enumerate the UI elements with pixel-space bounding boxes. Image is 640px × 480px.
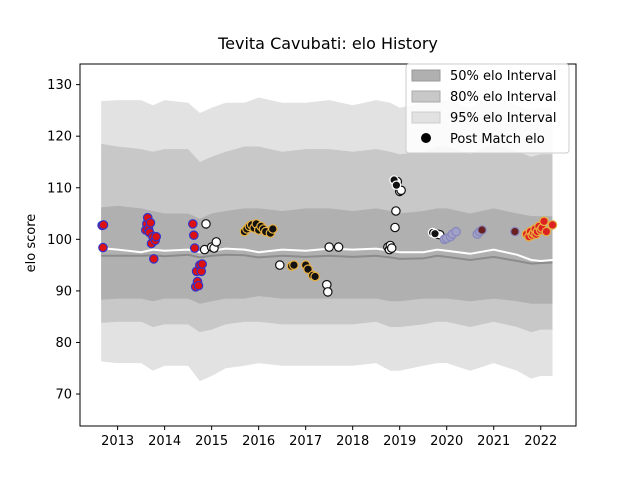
- y-axis: 70 80 90 100 110 120 130: [47, 78, 80, 403]
- post-match-point: [324, 242, 334, 252]
- post-match-point: [151, 231, 161, 242]
- legend-swatch-95: [411, 111, 441, 124]
- post-match-point: [201, 219, 211, 229]
- x-tick-label: 2016: [242, 434, 275, 449]
- x-tick-label: 2019: [383, 434, 416, 449]
- post-match-point: [189, 243, 200, 253]
- post-match-point: [333, 242, 344, 252]
- x-tick-label: 2021: [477, 434, 510, 449]
- post-match-point: [390, 222, 400, 233]
- post-match-point: [303, 264, 313, 274]
- post-match-point: [98, 220, 109, 230]
- plot-frame: [79, 63, 577, 427]
- post-match-point: [145, 218, 156, 228]
- post-match-point: [98, 242, 108, 253]
- x-axis: 2013 2014 2015 2016 2017 2018 2019 2020 2021 2022: [101, 426, 557, 449]
- y-axis-label: elo score: [24, 214, 39, 273]
- y-tick-label: 120: [47, 130, 72, 145]
- post-match-point: [386, 243, 397, 253]
- post-match-point: [188, 219, 198, 229]
- post-match-point: [267, 224, 278, 234]
- post-match-point: [193, 280, 204, 291]
- post-match-point: [149, 254, 159, 264]
- y-tick-label: 70: [55, 388, 72, 403]
- x-tick-label: 2015: [195, 434, 228, 449]
- post-match-point: [539, 216, 549, 227]
- x-tick-label: 2013: [101, 434, 134, 449]
- post-match-point: [322, 287, 333, 297]
- y-tick-label: 110: [47, 181, 72, 196]
- post-match-points: [97, 175, 558, 297]
- x-tick-label: 2022: [524, 434, 557, 449]
- mean-line: [101, 253, 553, 265]
- post-match-point: [430, 228, 440, 239]
- post-match-point: [547, 220, 558, 230]
- post-match-point: [510, 226, 520, 237]
- legend-label-95: 95% elo Interval: [450, 111, 557, 126]
- post-match-point: [391, 180, 402, 190]
- post-match-point: [274, 260, 285, 270]
- y-tick-label: 130: [47, 78, 72, 93]
- x-tick-label: 2017: [289, 434, 322, 449]
- post-match-point: [541, 226, 552, 237]
- y-tick-label: 80: [55, 336, 72, 351]
- legend-swatch-50: [411, 69, 441, 82]
- x-tick-label: 2018: [336, 434, 369, 449]
- post-match-point: [197, 259, 207, 269]
- y-tick-label: 90: [55, 284, 72, 299]
- post-match-point: [289, 260, 299, 270]
- interval-bands: [101, 94, 553, 382]
- chart-title: Tevita Cavubati: elo History: [217, 34, 438, 53]
- legend-swatch-80: [411, 90, 441, 103]
- post-match-point: [451, 226, 461, 237]
- post-match-point: [211, 237, 222, 247]
- legend-marker-post-match: [421, 133, 431, 143]
- post-match-point: [391, 206, 401, 216]
- y-tick-label: 100: [47, 233, 72, 248]
- post-match-point: [310, 271, 320, 282]
- legend: 50% elo Interval 80% elo Interval 95% el…: [405, 63, 570, 154]
- x-tick-label: 2020: [430, 434, 463, 449]
- legend-label-80: 80% elo Interval: [450, 90, 557, 105]
- legend-frame: [405, 63, 570, 154]
- post-match-point: [189, 230, 199, 240]
- x-tick-label: 2014: [148, 434, 181, 449]
- legend-label-50: 50% elo Interval: [450, 69, 557, 84]
- post-match-point: [477, 225, 487, 235]
- legend-label-post-match: Post Match elo: [450, 132, 545, 147]
